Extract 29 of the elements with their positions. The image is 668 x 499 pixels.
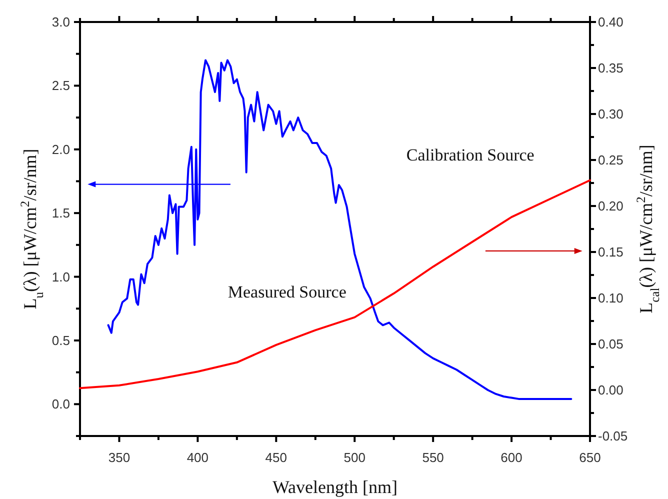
x-tick-label: 650 [579,450,601,465]
x-tick-label: 600 [500,450,522,465]
y-tick-label: 1.0 [52,269,70,284]
y-tick-label: 2.0 [52,142,70,157]
y2-tick-label: 0.20 [598,198,624,214]
y-tick-label: 0.0 [52,396,70,412]
y-tick-label: 3.0 [52,14,70,30]
x-tick-label: 500 [344,450,366,465]
y2-tick-label: 0.35 [598,60,624,76]
x-tick-label: 400 [186,450,209,465]
y2-tick-label: 0.15 [598,244,624,260]
y-tick-label: 0.5 [52,333,70,348]
line-series [79,179,591,390]
y2-tick-label: 0.25 [598,152,624,168]
y2-tick-label: 0.05 [598,336,624,352]
x-tick-label: 450 [265,450,288,465]
y2-tick-label: 0.40 [598,14,624,30]
y2-tick-label: -0.05 [598,428,628,444]
y2-tick-label: 0.10 [598,290,624,306]
y-tick-label: 1.5 [52,206,70,221]
series-label: Measured Source [228,282,346,302]
y2-tick-label: 0.00 [598,382,624,398]
y-tick-label: 2.5 [52,78,70,94]
y2-tick-label: 0.30 [598,106,624,122]
x-axis-title: Wavelength [nm] [272,477,398,497]
line-series [107,59,572,400]
x-tick-label: 350 [108,450,130,465]
text: Calibration Source [406,146,534,165]
x-tick-label: 550 [422,450,444,465]
